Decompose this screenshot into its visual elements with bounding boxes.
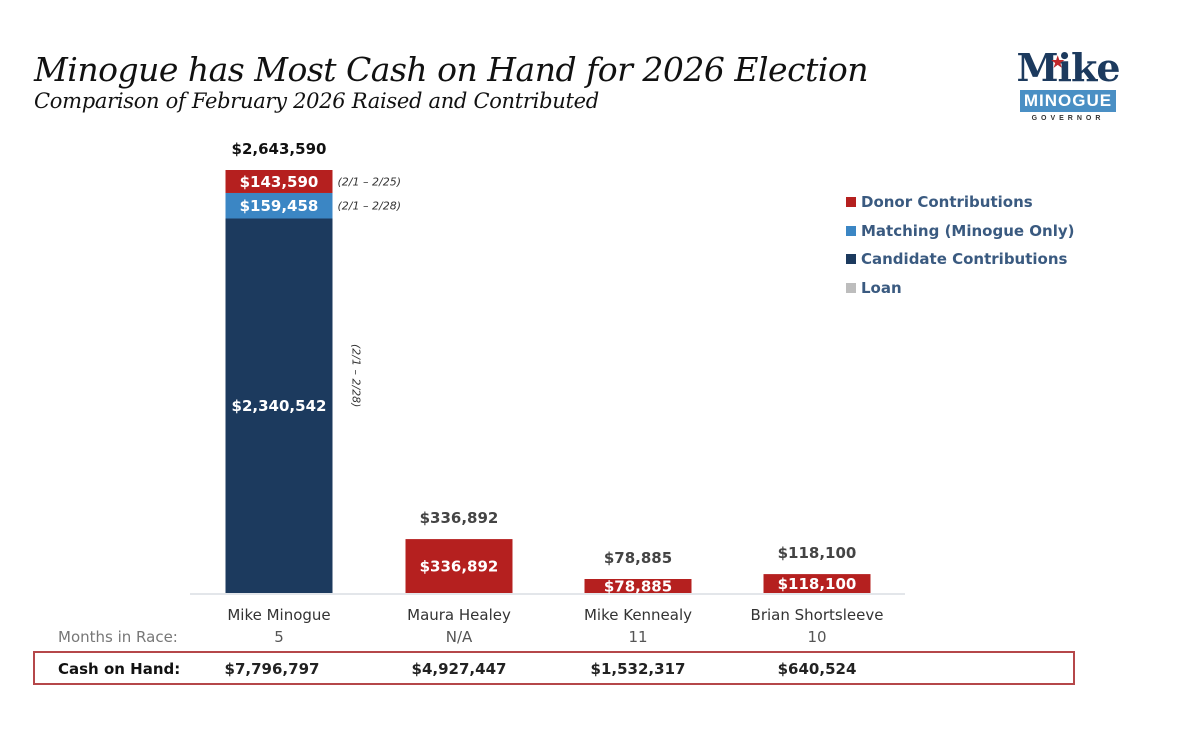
bar-segment-label: $118,100 [778, 575, 857, 593]
bar-total-label: $118,100 [778, 544, 857, 562]
chart-legend: Donor Contributions Matching (Minogue On… [846, 188, 1075, 302]
cash-value: $1,532,317 [590, 660, 686, 678]
months-value: 11 [628, 628, 648, 646]
bar-segment-label: $2,340,542 [232, 397, 327, 415]
candidate-name: Mike Kennealy [583, 606, 693, 624]
legend-item-donor: Donor Contributions [846, 188, 1075, 217]
bar-segment [225, 192, 333, 219]
bar-segment [763, 574, 871, 593]
candidate-names-row: Mike Minogue Maura Healey Mike Kennealy … [0, 0, 1178, 624]
months-value: 10 [807, 628, 827, 646]
bar-segment [225, 170, 333, 193]
bar-segment-label: $78,885 [604, 578, 672, 596]
bar-segment-label: $336,892 [420, 558, 499, 576]
legend-item-matching: Matching (Minogue Only) [846, 217, 1075, 246]
months-value: N/A [445, 628, 473, 646]
campaign-logo: Mike ★ MINOGUE GOVERNOR [1012, 48, 1124, 123]
star-icon: ★ [1051, 53, 1064, 71]
logo-name-text: Mike [1016, 45, 1120, 90]
legend-label: Donor Contributions [861, 193, 1033, 212]
months-row: 5 N/A 11 10 [0, 0, 1178, 646]
bar-total-label: $78,885 [604, 549, 672, 567]
candidate-name: Mike Minogue [227, 606, 331, 624]
bar-segment [405, 539, 513, 593]
bar-segment [584, 579, 692, 593]
chart-subtitle: Comparison of February 2026 Raised and C… [34, 89, 599, 113]
date-range-annotation: (2/1 – 2/28) [350, 344, 363, 407]
logo-name: Mike ★ [1012, 48, 1124, 88]
legend-label: Matching (Minogue Only) [861, 221, 1075, 240]
bar-segment-label: $159,458 [240, 197, 319, 215]
logo-office: GOVERNOR [1031, 115, 1105, 122]
legend-item-candidate: Candidate Contributions [846, 245, 1075, 274]
date-range-annotation: (2/1 – 2/25) [338, 175, 401, 188]
cash-value: $4,927,447 [411, 660, 507, 678]
cash-row: $7,796,797 $4,927,447 $1,532,317 $640,52… [0, 0, 1178, 678]
cash-value: $640,524 [777, 660, 857, 678]
bar-total-label: $2,643,590 [232, 140, 327, 158]
candidate-name: Maura Healey [407, 606, 511, 624]
legend-item-loan: Loan [846, 274, 1075, 303]
logo-surname: MINOGUE [1019, 90, 1117, 112]
months-in-race-label: Months in Race: [58, 628, 178, 646]
cash-value: $7,796,797 [224, 660, 320, 678]
legend-swatch-loan [846, 282, 856, 293]
legend-swatch-matching [846, 225, 856, 236]
candidate-name: Brian Shortsleeve [750, 606, 884, 624]
date-range-annotation: (2/1 – 2/28) [338, 200, 401, 213]
legend-swatch-donor [846, 197, 856, 208]
bar-segment-label: $143,590 [240, 173, 319, 191]
chart-title: Minogue has Most Cash on Hand for 2026 E… [34, 50, 869, 89]
bar-segment [225, 218, 333, 594]
legend-label: Candidate Contributions [861, 250, 1068, 269]
legend-swatch-candidate [846, 254, 856, 265]
legend-label: Loan [861, 278, 902, 297]
bar-total-label: $336,892 [420, 509, 499, 527]
months-value: 5 [274, 628, 284, 646]
cash-on-hand-label: Cash on Hand: [58, 660, 181, 678]
cash-on-hand-box [33, 651, 1075, 685]
